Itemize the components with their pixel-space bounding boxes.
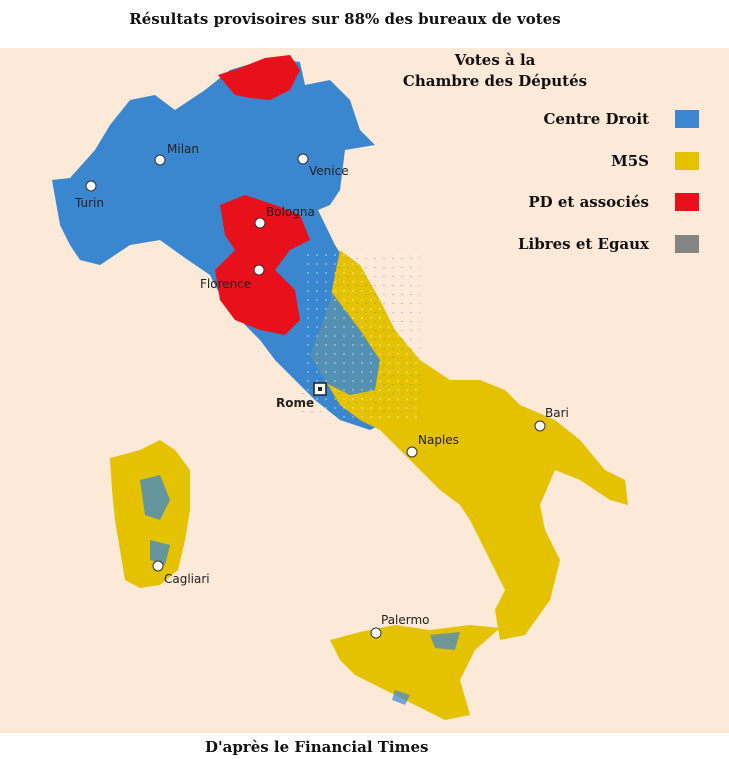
region-sicily — [330, 625, 500, 720]
legend-label: M5S — [611, 152, 649, 170]
source-credit: D'après le Financial Times — [205, 738, 429, 756]
legend-item-pd: PD et associés — [528, 193, 699, 211]
legend-title: Votes à la Chambre des Députés — [395, 50, 595, 92]
legend-swatch — [675, 235, 699, 253]
svg-text:Venice: Venice — [309, 164, 349, 178]
title-band — [0, 0, 729, 48]
city-marker-cagliari[interactable]: Cagliari — [152, 560, 210, 586]
legend-title-line1: Votes à la — [454, 51, 536, 69]
svg-text:Milan: Milan — [167, 142, 199, 156]
svg-text:Bologna: Bologna — [266, 205, 315, 219]
region-tuscany-emilia-pd — [215, 195, 310, 335]
region-sardinia-blue-patches — [140, 475, 170, 565]
city-marker-venice[interactable]: Venice — [297, 153, 349, 178]
legend-swatch — [675, 110, 699, 128]
legend-item-libres-egaux: Libres et Egaux — [518, 235, 699, 253]
legend-label: Libres et Egaux — [517, 235, 649, 253]
svg-text:Rome: Rome — [276, 396, 314, 410]
region-sicily-blue-patches — [392, 632, 460, 705]
page-title: Résultats provisoires sur 88% des bureau… — [129, 10, 561, 28]
region-south-tyrol-pd — [218, 55, 300, 100]
legend-label: Centre Droit — [543, 110, 649, 128]
city-marker-florence[interactable]: Florence — [200, 264, 265, 291]
footer-band — [0, 733, 729, 759]
svg-text:Florence: Florence — [200, 277, 251, 291]
svg-text:Naples: Naples — [418, 433, 459, 447]
legend-label: PD et associés — [528, 193, 649, 211]
city-marker-turin[interactable]: Turin — [74, 180, 104, 210]
svg-text:Palermo: Palermo — [381, 613, 430, 627]
city-marker-bologna[interactable]: Bologna — [254, 205, 315, 229]
city-marker-palermo[interactable]: Palermo — [370, 613, 430, 639]
legend-item-m5s: M5S — [611, 152, 699, 170]
svg-text:Cagliari: Cagliari — [164, 572, 210, 586]
legend-swatch — [675, 193, 699, 211]
city-marker-milan[interactable]: Milan — [154, 142, 199, 166]
svg-text:Turin: Turin — [74, 196, 104, 210]
svg-text:Bari: Bari — [545, 406, 569, 420]
legend-item-centre-droit: Centre Droit — [543, 110, 699, 128]
city-marker-naples[interactable]: Naples — [406, 433, 459, 458]
legend-swatch — [675, 152, 699, 170]
legend-title-line2: Chambre des Députés — [402, 72, 588, 90]
city-marker-rome[interactable]: Rome — [276, 382, 327, 410]
city-marker-bari[interactable]: Bari — [534, 406, 569, 432]
